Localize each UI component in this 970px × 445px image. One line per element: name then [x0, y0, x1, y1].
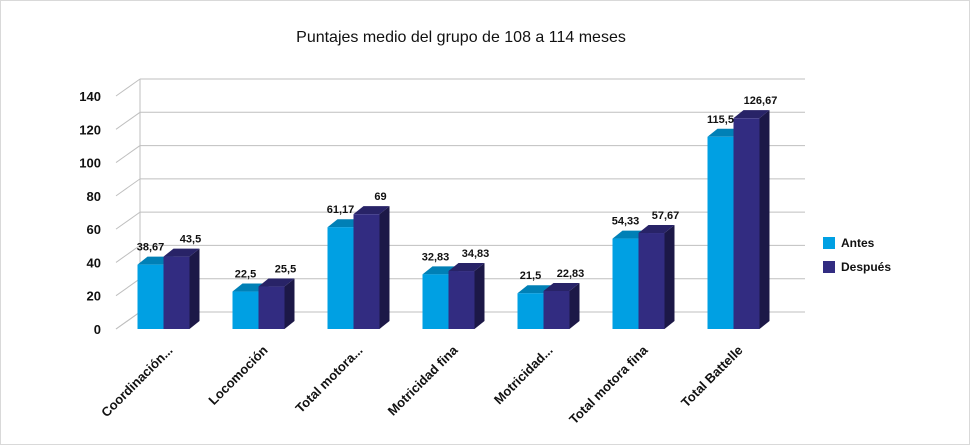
data-label: 69 — [374, 191, 386, 203]
data-label: 115,5 — [707, 114, 734, 126]
data-label: 21,5 — [520, 270, 541, 282]
x-tick-label: Coordinación... — [98, 343, 176, 421]
bar-después-4 — [543, 283, 580, 329]
gridline-diagonal — [115, 111, 141, 130]
data-label: 43,5 — [180, 234, 201, 246]
bar-después-3 — [448, 263, 485, 329]
bar-después-1 — [258, 278, 295, 329]
x-tick-label: Total motora fina — [566, 342, 651, 427]
legend-swatch-antes — [823, 237, 835, 249]
y-tick-label: 140 — [79, 89, 101, 104]
x-axis: Coordinación... Locomoción Total motora...… — [98, 342, 746, 427]
gridline-diagonal — [115, 245, 141, 263]
data-label: 54,33 — [612, 216, 640, 228]
legend: Antes Después — [823, 236, 891, 274]
data-label: 126,67 — [744, 95, 778, 107]
data-label: 61,17 — [327, 204, 355, 216]
y-tick-label: 80 — [87, 189, 101, 204]
x-tick-label: Total motora... — [292, 343, 365, 416]
bar-después-0 — [163, 248, 200, 329]
data-label: 57,67 — [652, 210, 680, 222]
x-tick-label: Motricidad... — [491, 343, 556, 408]
data-label: 32,83 — [422, 251, 450, 263]
gridline-diagonal — [115, 211, 141, 230]
gridline-diagonal — [115, 78, 141, 97]
gridline-diagonal — [115, 145, 141, 163]
y-tick-label: 0 — [94, 322, 101, 337]
y-tick-label: 60 — [87, 222, 101, 237]
data-label: 34,83 — [462, 248, 490, 260]
legend-label-después: Después — [841, 260, 891, 274]
y-tick-label: 40 — [87, 255, 101, 270]
data-label: 38,67 — [137, 242, 165, 254]
x-tick-label: Motricidad fina — [385, 342, 462, 419]
bar-después-6 — [733, 110, 770, 329]
y-tick-label: 100 — [79, 156, 101, 171]
bar-después-5 — [638, 225, 675, 329]
data-label: 22,5 — [235, 269, 256, 281]
gridline-diagonal — [115, 278, 141, 297]
chart-title: Puntajes medio del grupo de 108 a 114 me… — [296, 29, 626, 46]
gridline-diagonal — [115, 311, 141, 330]
data-label: 25,5 — [275, 264, 296, 276]
chart-walls — [115, 79, 141, 330]
bars — [137, 110, 770, 329]
legend-swatch-después — [823, 261, 835, 273]
x-tick-label: Locomoción — [205, 342, 270, 407]
x-tick-label: Total Battelle — [678, 343, 746, 411]
legend-label-antes: Antes — [841, 236, 875, 250]
gridline-diagonal — [115, 178, 141, 197]
data-labels: 38,67 43,5 22,5 25,5 61,17 69 32,83 34,83 21,5 22… — [137, 95, 778, 282]
y-tick-label: 20 — [87, 289, 101, 304]
y-axis: 0 20 40 60 80 100 120 140 — [79, 89, 101, 337]
data-label: 22,83 — [557, 268, 585, 280]
bar-después-2 — [353, 206, 390, 329]
y-tick-label: 120 — [79, 122, 101, 137]
